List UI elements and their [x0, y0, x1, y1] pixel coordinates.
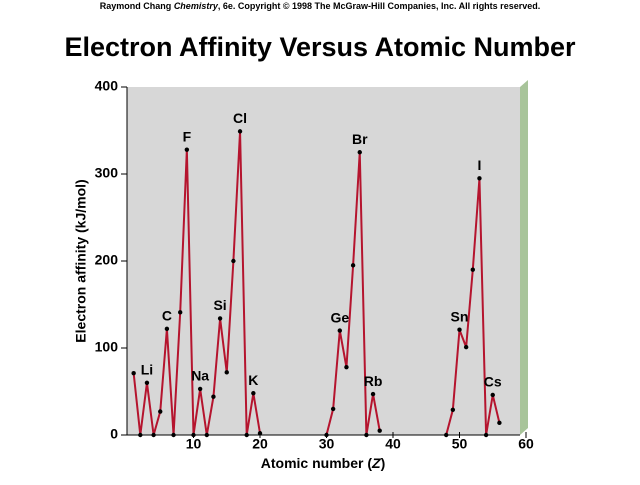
- data-point: [184, 147, 190, 152]
- point-label: Si: [213, 297, 226, 313]
- credit-rest: , 6e. Copyright © 1998 The McGraw-Hill C…: [218, 1, 540, 11]
- data-point: [470, 267, 475, 272]
- data-point: [357, 150, 362, 155]
- data-point: [224, 370, 229, 375]
- data-point: [457, 327, 462, 332]
- data-point: [477, 176, 482, 181]
- data-point: [138, 432, 143, 438]
- data-point: [490, 392, 495, 398]
- data-point: [244, 432, 249, 438]
- point-label: F: [183, 128, 192, 144]
- data-point: [151, 432, 156, 438]
- x-tick-label: 50: [452, 436, 468, 452]
- x-label-part: ): [381, 455, 386, 471]
- point-label: Sn: [451, 308, 469, 324]
- data-point: [450, 407, 456, 412]
- data-point: [251, 391, 256, 396]
- data-point: [483, 432, 489, 438]
- y-axis-label: Electron affinity (kJ/mol): [73, 179, 89, 342]
- data-point: [370, 391, 376, 397]
- data-point: [377, 428, 382, 433]
- y-tick-label: 200: [95, 252, 119, 268]
- data-point: [257, 431, 263, 436]
- data-point: [131, 371, 136, 376]
- x-tick-label: 60: [518, 436, 534, 452]
- x-label-part: Atomic number (: [261, 455, 373, 471]
- data-point: [204, 432, 209, 438]
- credit-author: Raymond Chang: [100, 1, 172, 11]
- data-point: [237, 129, 243, 134]
- x-tick-label: 10: [186, 436, 202, 452]
- data-point: [217, 316, 223, 321]
- x-label-part: Z: [371, 455, 381, 471]
- data-point: [324, 432, 329, 438]
- data-point: [211, 394, 216, 399]
- data-point: [344, 364, 349, 370]
- data-point: [231, 258, 236, 264]
- data-point: [197, 386, 203, 392]
- data-point: [463, 344, 469, 350]
- point-label: Ge: [330, 309, 349, 325]
- point-label: Na: [191, 368, 209, 384]
- data-point: [350, 263, 356, 268]
- point-label: Cl: [233, 110, 247, 126]
- y-tick-label: 0: [110, 426, 118, 442]
- data-point: [444, 432, 449, 438]
- data-point: [364, 432, 369, 438]
- chart-title: Electron Affinity Versus Atomic Number: [64, 32, 576, 62]
- data-point: [191, 432, 196, 438]
- x-axis-label: Atomic number (Z): [261, 455, 385, 471]
- credit: Raymond Chang Chemistry, 6e. Copyright ©…: [100, 1, 540, 11]
- credit-book: Chemistry: [174, 1, 219, 11]
- data-point: [144, 380, 150, 385]
- y-tick-label: 100: [95, 339, 119, 355]
- point-label: I: [478, 157, 482, 173]
- x-tick-label: 40: [385, 436, 401, 452]
- y-tick-label: 400: [95, 78, 119, 94]
- data-point: [330, 406, 336, 412]
- point-label: Cs: [484, 374, 502, 390]
- point-label: Li: [141, 362, 153, 378]
- point-label: C: [162, 308, 172, 324]
- data-point: [171, 432, 176, 438]
- data-point: [164, 326, 170, 332]
- data-point: [337, 328, 342, 333]
- x-tick-label: 20: [252, 436, 268, 452]
- data-point: [497, 420, 502, 426]
- point-label: Br: [352, 131, 368, 147]
- y-tick-label: 300: [95, 165, 119, 181]
- point-label: Rb: [364, 373, 383, 389]
- data-point: [178, 310, 183, 315]
- point-label: K: [248, 372, 258, 388]
- x-tick-label: 30: [319, 436, 335, 452]
- data-point: [158, 409, 163, 414]
